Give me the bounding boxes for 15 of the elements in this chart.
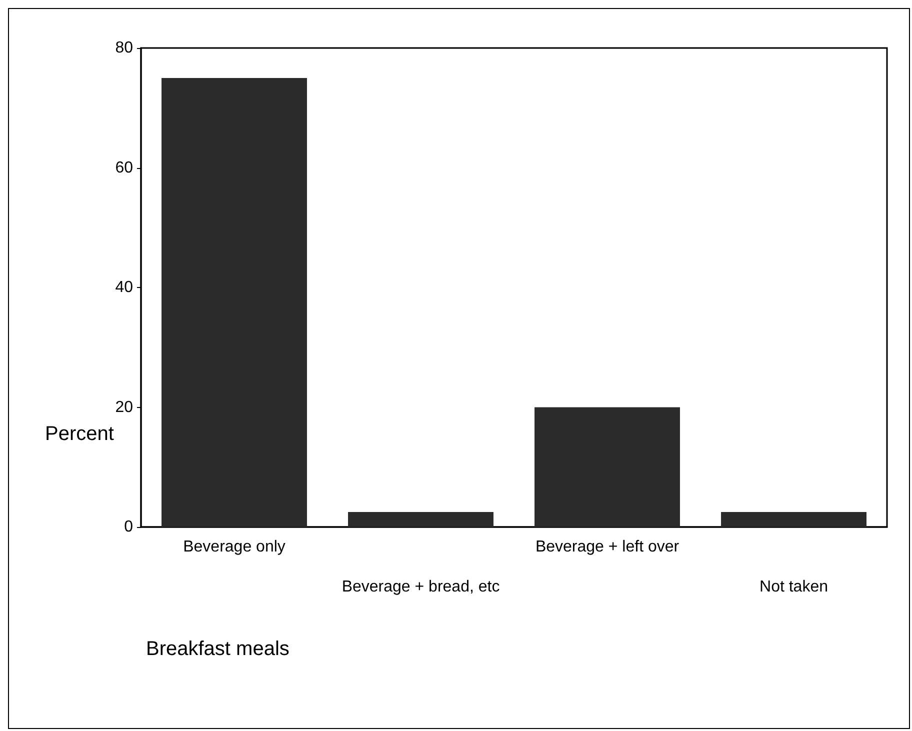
y-axis-title: Percent [45,423,114,445]
y-tick-label: 40 [115,279,134,296]
y-tick-label: 60 [115,159,134,176]
x-axis-title: Breakfast meals [146,638,290,660]
y-tick-label: 80 [115,40,134,56]
bar [721,512,866,527]
x-tick-label: Not taken [760,578,828,596]
bar [162,78,307,527]
y-tick-label: 20 [115,398,134,416]
bar [348,512,494,527]
x-tick-label: Beverage + bread, etc [342,578,500,596]
x-tick-label: Beverage + left over [535,538,680,556]
y-tick-label: 0 [124,518,134,536]
x-tick-label: Beverage only [183,538,286,556]
bar [534,407,680,527]
